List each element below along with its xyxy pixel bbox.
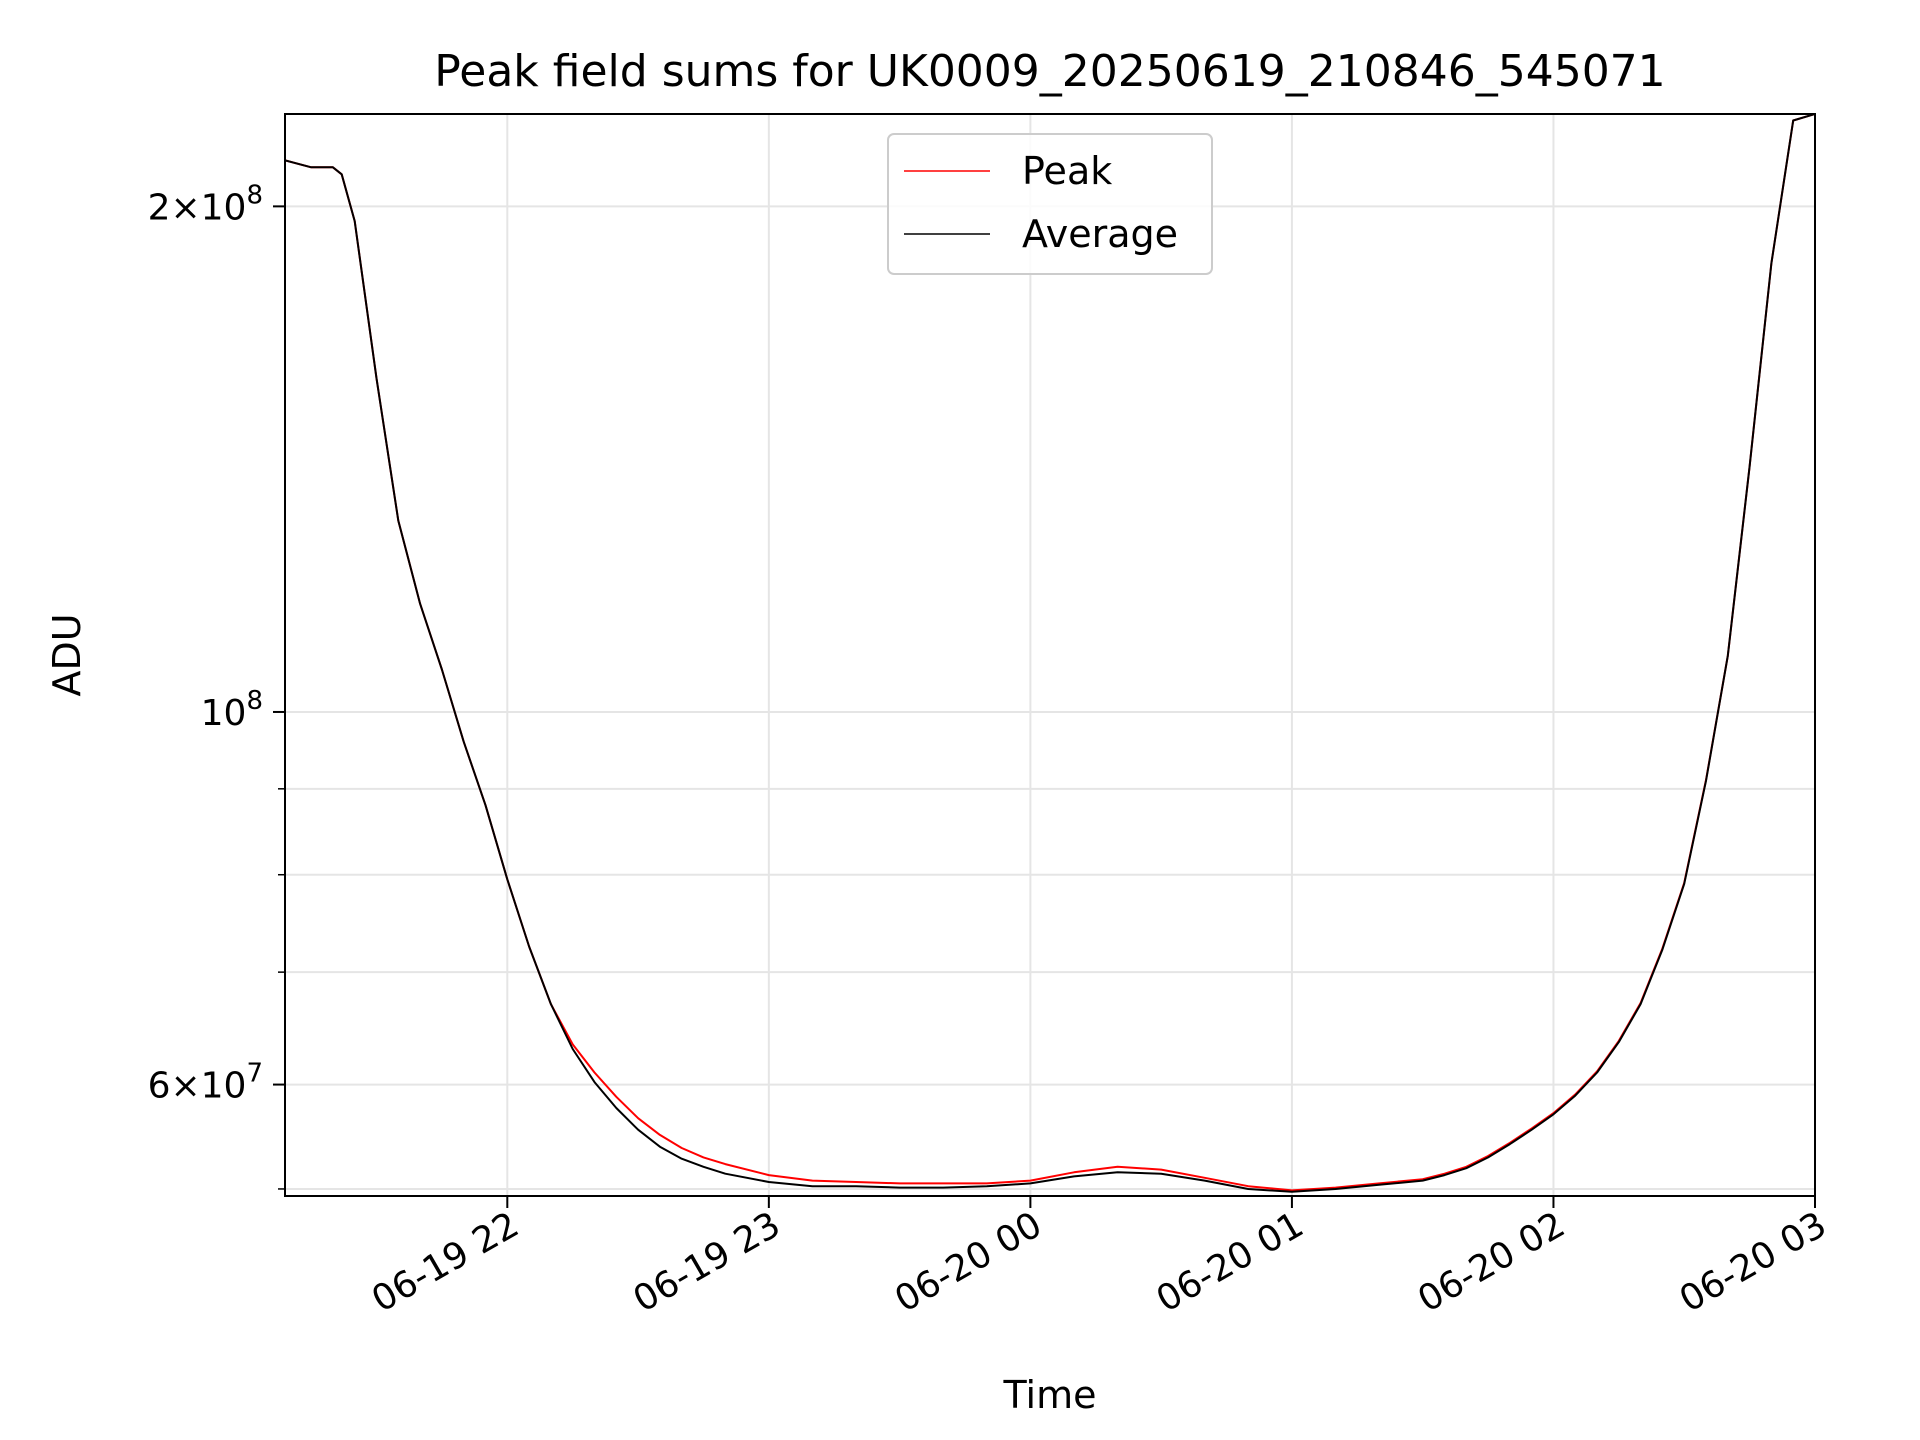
x-axis-title: Time (1003, 1373, 1097, 1417)
plot-area-frame (284, 113, 1816, 1197)
y-tick-label: 108 (201, 686, 263, 734)
y-axis-title: ADU (45, 613, 89, 696)
grid (285, 114, 1816, 1196)
chart-title: Peak field sums for UK0009_20250619_2108… (434, 46, 1665, 97)
y-tick-label: 2×108 (148, 180, 263, 228)
legend: Peak Average (887, 133, 1213, 275)
legend-box (887, 133, 1213, 275)
series-layer (285, 114, 1815, 1193)
legend-label-peak: Peak (1022, 149, 1112, 193)
legend-label-average: Average (1022, 212, 1178, 256)
series-line-average (285, 114, 1815, 1193)
y-tick-label: 6×107 (148, 1059, 263, 1107)
